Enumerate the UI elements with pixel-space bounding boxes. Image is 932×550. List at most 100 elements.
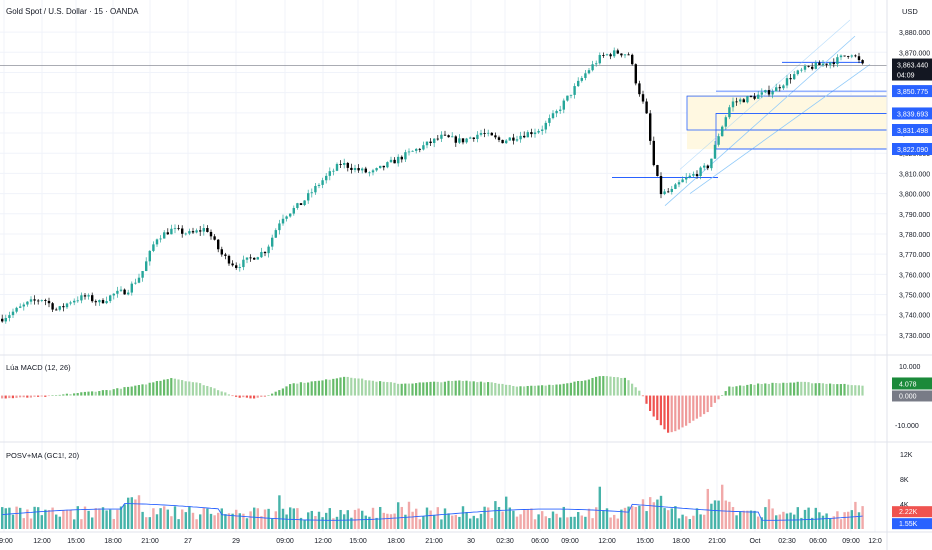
candle-body bbox=[483, 133, 486, 134]
candle-body bbox=[703, 165, 706, 168]
time-tick-label: 21:00 bbox=[141, 538, 159, 545]
macd-bar bbox=[130, 386, 133, 396]
candle-body bbox=[775, 87, 778, 92]
macd-bar bbox=[487, 382, 490, 396]
candle-body bbox=[37, 300, 40, 302]
volume-bar bbox=[577, 512, 580, 529]
time-tick-label: 09:00 bbox=[561, 538, 579, 545]
volume-indicator-title[interactable]: POSV+MA (GC1!, 20) bbox=[6, 451, 80, 460]
volume-value-label: 2.22K bbox=[899, 509, 918, 516]
candle-body bbox=[634, 64, 637, 84]
macd-bar bbox=[832, 384, 835, 396]
candle-body bbox=[710, 158, 713, 169]
volume-bar bbox=[386, 513, 389, 529]
candle-body bbox=[404, 152, 407, 160]
macd-bar bbox=[857, 385, 860, 396]
candle-body bbox=[454, 136, 457, 143]
volume-bar bbox=[667, 510, 670, 529]
candle-body bbox=[328, 171, 331, 176]
macd-bar bbox=[173, 378, 176, 396]
candle-body bbox=[235, 265, 238, 268]
volume-bar bbox=[602, 510, 605, 529]
macd-bar bbox=[710, 395, 713, 408]
candle-body bbox=[692, 174, 695, 176]
candle-body bbox=[127, 292, 130, 295]
macd-indicator-title[interactable]: Lúa MACD (12, 26) bbox=[6, 363, 71, 372]
candle-body bbox=[541, 129, 544, 131]
macd-bar bbox=[40, 395, 43, 397]
candle-body bbox=[501, 139, 504, 144]
volume-bar bbox=[123, 504, 126, 529]
macd-bar bbox=[469, 381, 472, 396]
volume-tick-label: 8K bbox=[900, 477, 909, 484]
volume-bar bbox=[350, 517, 353, 529]
candle-body bbox=[620, 53, 623, 56]
volume-bar bbox=[850, 510, 853, 529]
candle-body bbox=[479, 133, 483, 135]
macd-bar bbox=[119, 388, 122, 396]
macd-bar bbox=[368, 380, 371, 396]
volume-bar bbox=[451, 515, 454, 529]
macd-bar bbox=[191, 382, 194, 396]
candle-body bbox=[577, 80, 580, 87]
volume-bar bbox=[332, 518, 335, 529]
volume-bar bbox=[443, 508, 447, 529]
time-tick-label: 15:00 bbox=[636, 538, 654, 545]
time-tick-label: 02:30 bbox=[496, 538, 514, 545]
time-axis[interactable]: 09:00 12:00 15:00 18:00 21:00 27 29 09:00 12:00 1… bbox=[0, 538, 882, 545]
volume-bar bbox=[224, 514, 227, 529]
volume-bar bbox=[303, 519, 306, 529]
volume-bar bbox=[109, 509, 112, 529]
candle-body bbox=[181, 228, 184, 234]
candle-body bbox=[724, 117, 727, 127]
candle-body bbox=[695, 174, 699, 176]
volume-bar bbox=[454, 514, 457, 529]
macd-bar bbox=[397, 383, 400, 396]
candle-body bbox=[155, 239, 159, 245]
volume-bar bbox=[573, 516, 576, 529]
volume-bar bbox=[227, 513, 231, 529]
time-tick-label: 27 bbox=[184, 538, 192, 545]
candle-body bbox=[274, 230, 277, 238]
candle-body bbox=[307, 193, 310, 201]
candle-series bbox=[1, 47, 864, 324]
macd-bar bbox=[591, 377, 594, 396]
volume-bar bbox=[670, 508, 673, 529]
candle-body bbox=[519, 135, 522, 140]
volume-bar bbox=[476, 518, 479, 529]
volume-bar bbox=[177, 519, 180, 529]
macd-bar bbox=[814, 383, 817, 396]
macd-bar bbox=[800, 381, 803, 396]
candle-body bbox=[825, 63, 828, 65]
volume-bar bbox=[587, 508, 591, 529]
macd-bar bbox=[159, 380, 162, 396]
candle-body bbox=[368, 172, 371, 174]
volume-bar bbox=[548, 518, 551, 529]
macd-bar bbox=[548, 384, 551, 396]
macd-bar bbox=[731, 386, 734, 396]
volume-bar bbox=[353, 509, 357, 529]
volume-bar bbox=[461, 506, 465, 529]
macd-bar bbox=[782, 382, 785, 396]
volume-bar bbox=[735, 515, 738, 529]
candle-body bbox=[616, 50, 619, 54]
candle-body bbox=[148, 250, 151, 262]
volume-bar bbox=[800, 517, 803, 529]
candle-body bbox=[188, 231, 191, 234]
last-price-tag bbox=[892, 58, 932, 81]
macd-bar bbox=[454, 380, 457, 396]
candle-body bbox=[159, 238, 162, 240]
macd-bar bbox=[627, 380, 630, 396]
volume-bar bbox=[703, 514, 706, 529]
price-axis[interactable]: 3,730.000 3,740.000 3,750.000 3,760.000 3,77… bbox=[892, 30, 932, 530]
candle-body bbox=[595, 63, 598, 65]
candle-body bbox=[224, 254, 227, 256]
volume-bar bbox=[19, 507, 22, 529]
volume-bar bbox=[245, 518, 249, 529]
volume-bar bbox=[328, 508, 331, 529]
volume-bar bbox=[706, 488, 709, 529]
volume-bar bbox=[199, 514, 202, 529]
macd-bar bbox=[386, 382, 389, 396]
macd-bar bbox=[217, 390, 220, 396]
